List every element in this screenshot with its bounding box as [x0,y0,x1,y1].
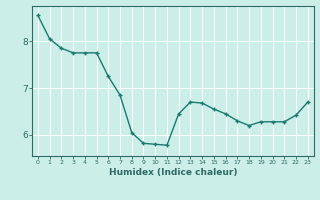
X-axis label: Humidex (Indice chaleur): Humidex (Indice chaleur) [108,168,237,177]
